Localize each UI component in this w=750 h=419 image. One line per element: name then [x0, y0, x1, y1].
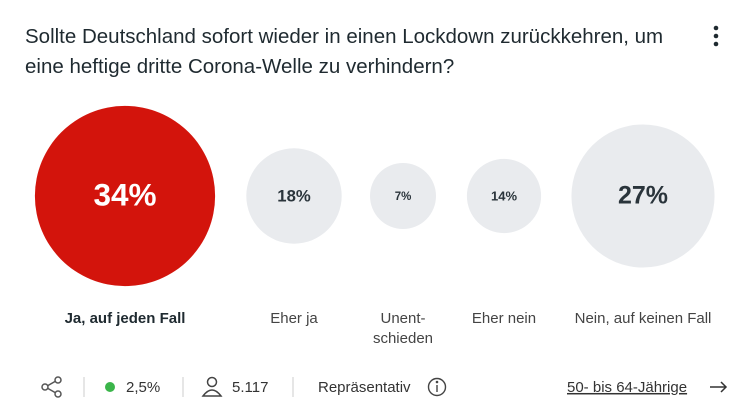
- category-label: Ja, auf jeden Fall: [65, 310, 186, 327]
- status: Repräsentativ: [318, 379, 411, 396]
- value-label: 18%: [277, 186, 311, 205]
- bubble: [571, 124, 715, 268]
- respondents: 5.117: [232, 379, 268, 396]
- bubble: [246, 148, 342, 244]
- value-label: 27%: [618, 182, 668, 210]
- chart-title: Sollte Deutschland sofort wieder in eine…: [25, 25, 664, 78]
- error-margin: 2,5%: [126, 379, 160, 396]
- menu-icon[interactable]: [713, 25, 719, 47]
- arrow-icon[interactable]: [710, 381, 728, 393]
- bubble: [370, 163, 436, 229]
- info-icon[interactable]: [427, 377, 447, 397]
- value-label: 7%: [395, 191, 412, 203]
- person-icon: [201, 376, 223, 397]
- category-label: Unent-schieden: [373, 310, 433, 347]
- share-icon[interactable]: [41, 376, 62, 398]
- bubble: [34, 105, 216, 287]
- category-label: Eher ja: [270, 310, 318, 327]
- category-label: Eher nein: [472, 310, 536, 327]
- value-label: 34%: [93, 176, 156, 212]
- value-label: 14%: [491, 188, 517, 203]
- segment-link[interactable]: 50- bis 64-Jährige: [567, 379, 687, 396]
- category-label: Nein, auf keinen Fall: [575, 310, 712, 327]
- bubble: [466, 158, 542, 234]
- status-dot: [105, 382, 115, 392]
